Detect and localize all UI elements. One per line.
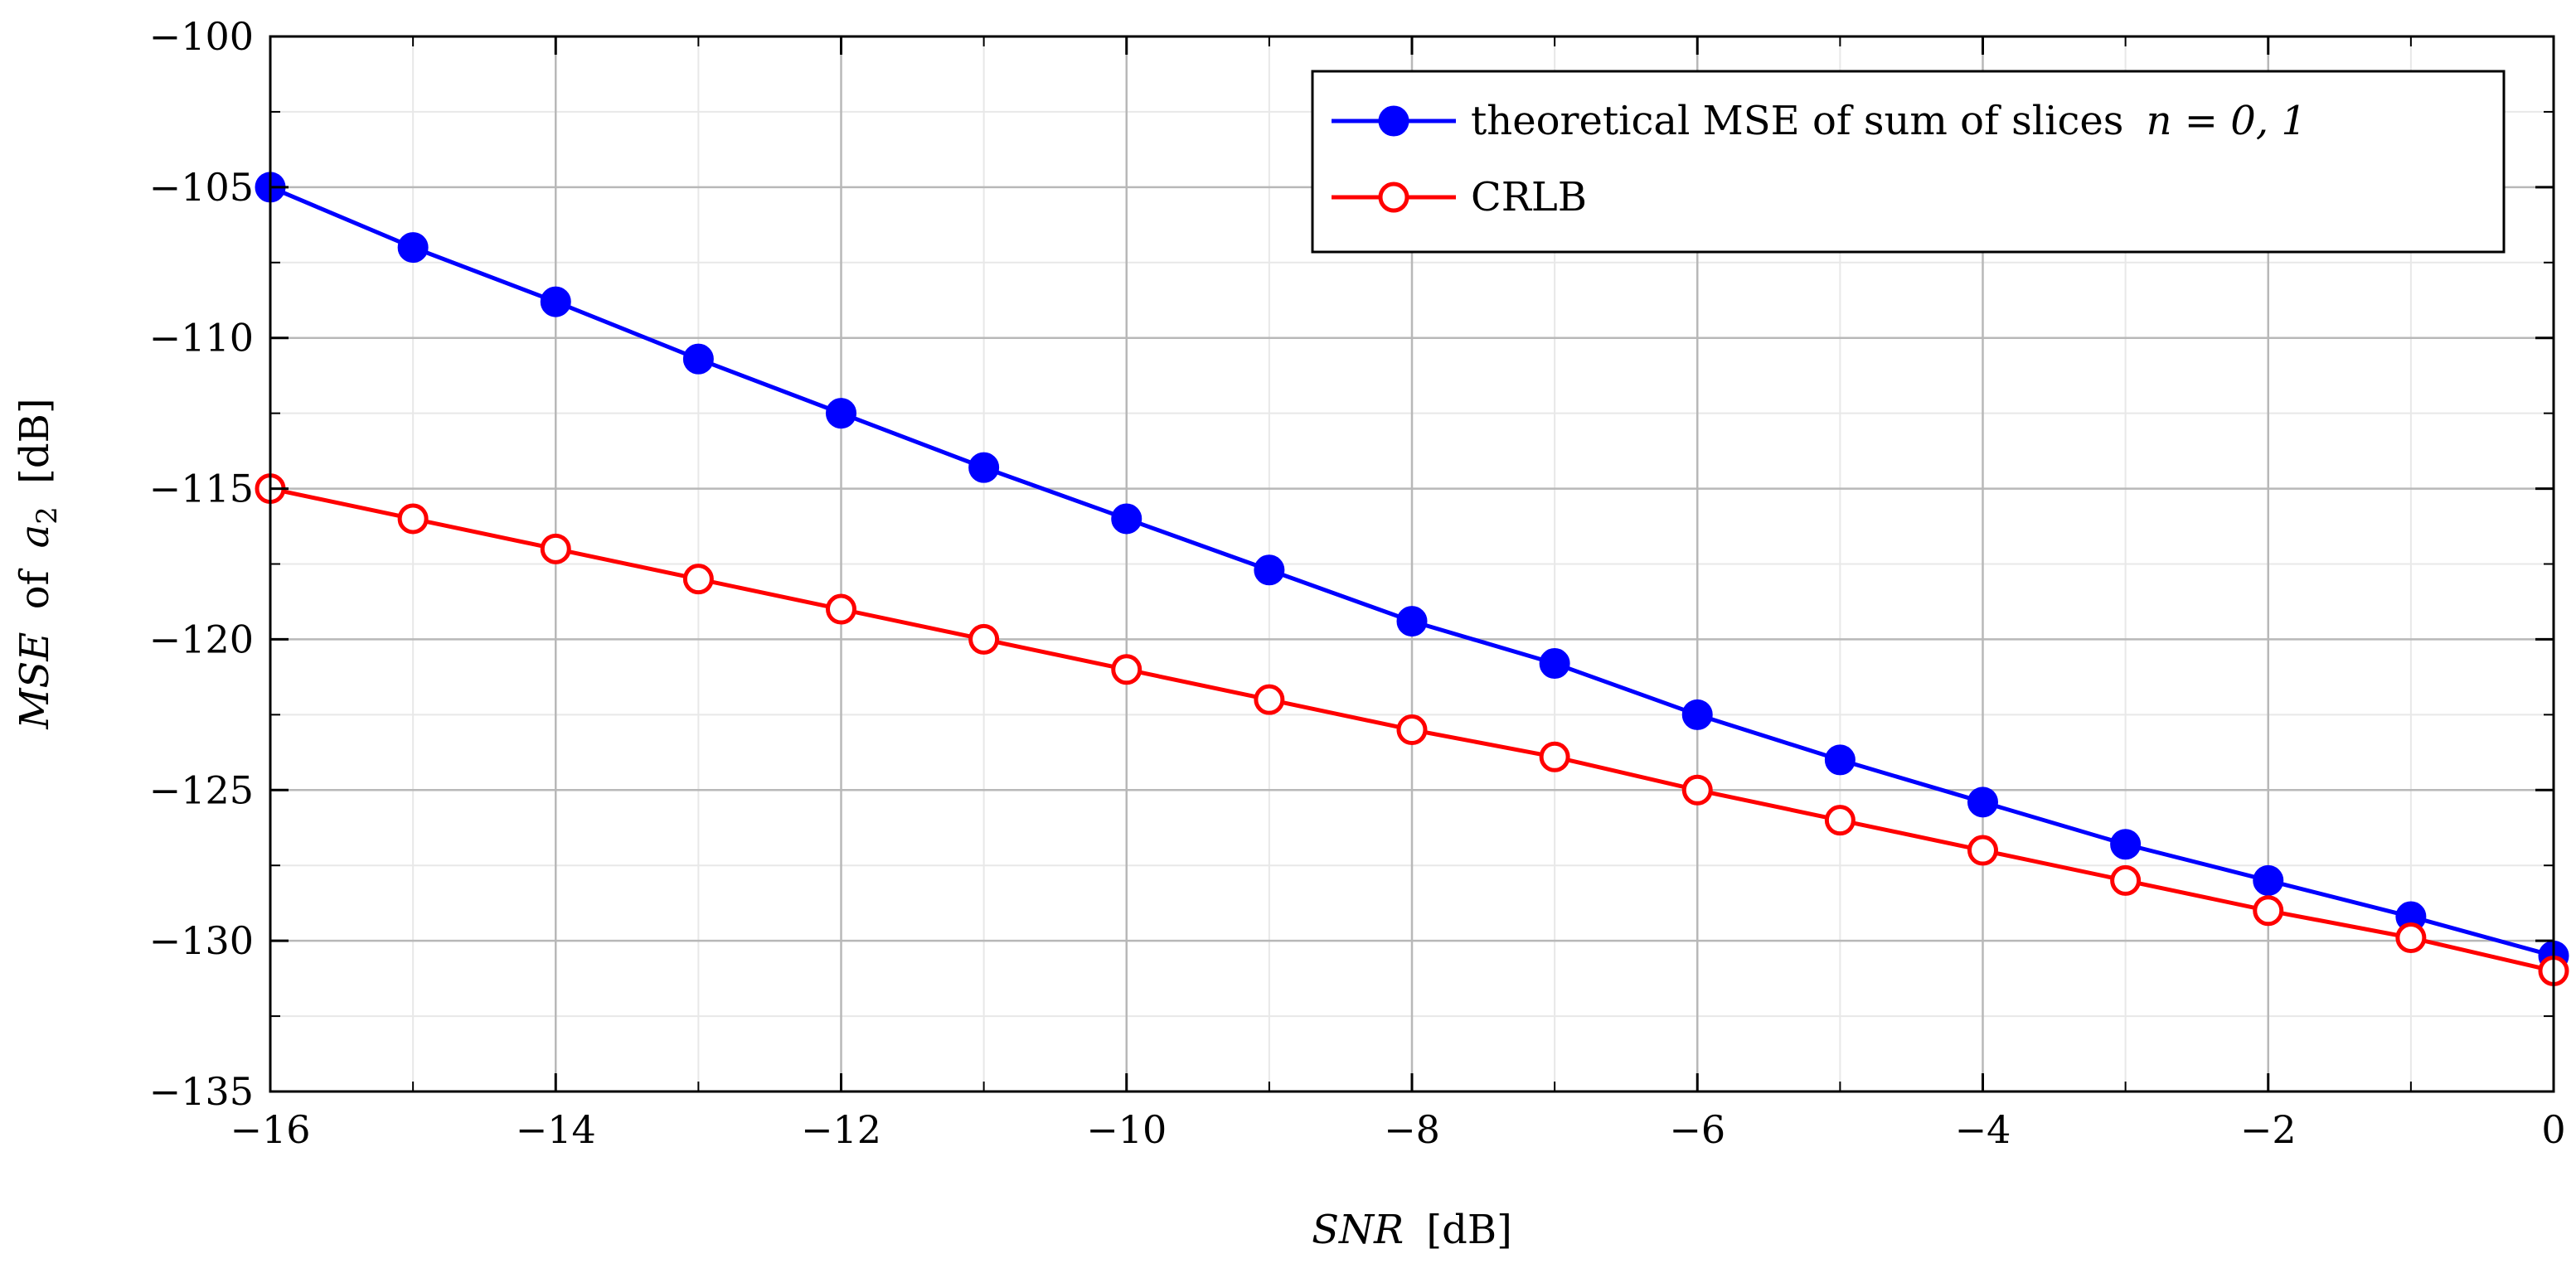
data-point: [397, 503, 429, 535]
x-tick-label: −8: [1384, 1107, 1440, 1152]
legend-text-theoretical: theoretical MSE of sum of slices: [1471, 98, 2123, 144]
data-point: [540, 286, 571, 317]
legend-box: [1311, 70, 2506, 254]
data-point: [397, 232, 429, 264]
legend-label-theoretical: theoretical MSE of sum of slices n = 0, …: [1471, 98, 2307, 144]
data-point: [1967, 787, 1998, 818]
data-point: [1681, 774, 1713, 806]
x-tick-label: −10: [1086, 1107, 1167, 1152]
data-point: [540, 533, 571, 564]
legend-entry-crlb: CRLB: [1332, 174, 1587, 220]
y-tick-label: −105: [149, 165, 254, 210]
data-point: [968, 623, 1000, 655]
y-axis-unit: [dB]: [12, 398, 58, 483]
x-axis-label: SNR [dB]: [1312, 1207, 1512, 1253]
x-tick-label: 0: [2541, 1107, 2565, 1152]
data-point: [682, 564, 714, 595]
y-tick-label: −115: [149, 467, 254, 511]
y-axis-of: of: [12, 568, 58, 609]
data-point: [2110, 829, 2142, 860]
data-point: [1396, 606, 1428, 637]
y-tick-label: −135: [149, 1069, 254, 1114]
data-point: [2110, 864, 2142, 896]
ticks-layer: [269, 35, 2555, 1093]
y-axis-symbol: a: [12, 525, 58, 549]
y-axis-label: MSE of a2 [dB]: [12, 398, 66, 729]
data-point: [1111, 654, 1142, 685]
y-axis-variable: MSE: [12, 632, 58, 730]
data-point: [1681, 699, 1713, 730]
x-axis-unit: [dB]: [1426, 1207, 1511, 1253]
legend-math-theoretical: n = 0, 1: [2147, 98, 2307, 144]
data-point: [1254, 684, 1285, 715]
data-point: [1539, 741, 1570, 772]
data-point: [968, 452, 1000, 483]
y-tick-label: −130: [149, 918, 254, 963]
y-tick-label: −100: [149, 14, 254, 59]
y-tick-label: −120: [149, 617, 254, 661]
data-point: [1254, 554, 1285, 586]
legend-label-crlb: CRLB: [1471, 174, 1587, 220]
y-tick-label: −125: [149, 767, 254, 812]
x-tick-label: −6: [1669, 1107, 1725, 1152]
data-point: [1111, 503, 1142, 535]
data-point: [682, 343, 714, 375]
data-point: [826, 398, 856, 429]
legend: theoretical MSE of sum of slices n = 0, …: [1311, 70, 2506, 254]
y-tick-label: −110: [149, 316, 254, 361]
x-tick-label: −4: [1955, 1107, 2011, 1152]
legend-marker-theoretical: [1378, 105, 1409, 137]
data-point: [1539, 648, 1570, 680]
y-axis-subscript: 2: [31, 506, 64, 525]
x-axis-variable: SNR: [1312, 1207, 1404, 1253]
x-tick-labels: −16 −14 −12 −10 −8 −6 −4 −2 0: [230, 1107, 2565, 1152]
series-layer: [255, 172, 2569, 987]
data-point: [2395, 922, 2427, 954]
x-tick-label: −16: [230, 1107, 310, 1152]
x-tick-label: −14: [516, 1107, 596, 1152]
data-point: [1967, 835, 1998, 866]
x-tick-label: −2: [2240, 1107, 2297, 1152]
data-point: [1824, 805, 1856, 836]
y-tick-labels: −100 −105 −110 −115 −120 −125 −130 −135: [149, 14, 254, 1114]
data-point: [2253, 895, 2284, 927]
legend-entry-theoretical: theoretical MSE of sum of slices n = 0, …: [1332, 98, 2307, 144]
x-tick-label: −12: [801, 1107, 881, 1152]
data-point: [1824, 744, 1856, 776]
data-point: [1396, 714, 1428, 746]
data-point: [826, 593, 856, 625]
data-point: [2253, 864, 2284, 896]
legend-marker-crlb: [1378, 182, 1409, 213]
